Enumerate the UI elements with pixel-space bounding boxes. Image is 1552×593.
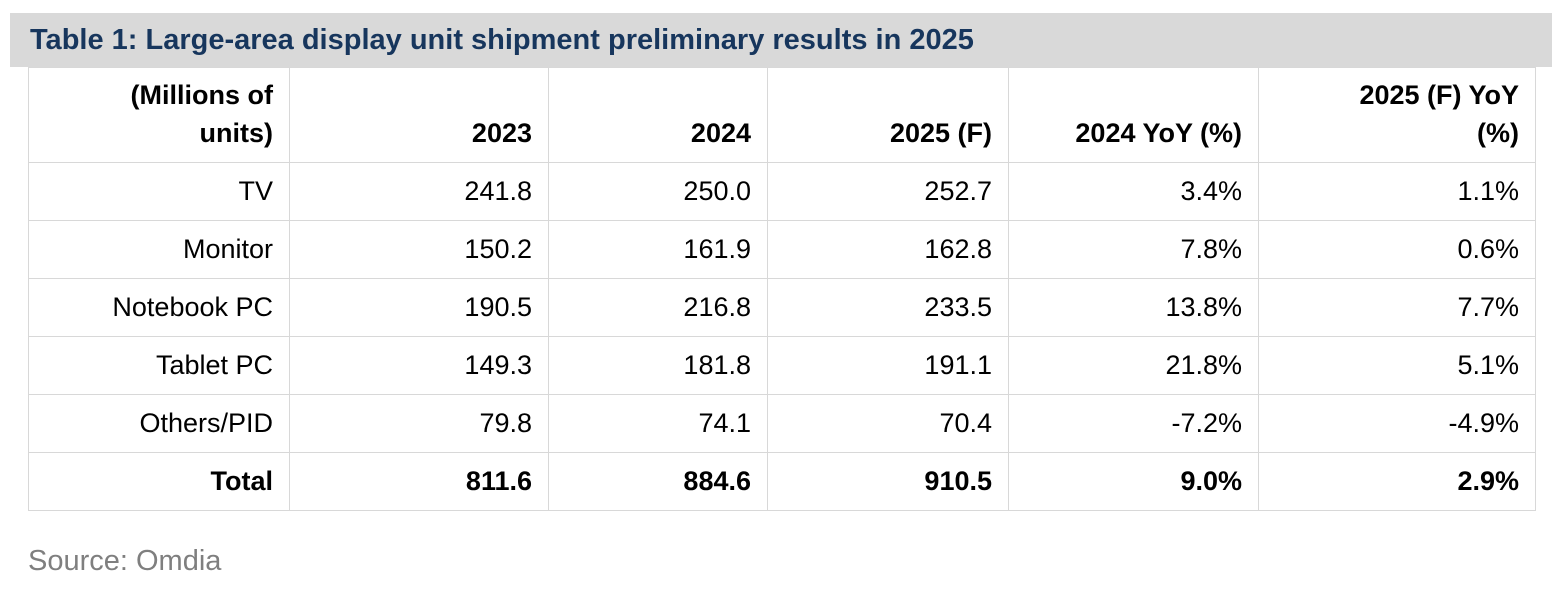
table-cell: 162.8 — [767, 220, 1009, 279]
table-cell: Total — [28, 452, 290, 511]
column-header-2025f-yoy: 2025 (F) YoY (%) — [1258, 67, 1536, 163]
table-cell: Notebook PC — [28, 278, 290, 337]
table-cell: 21.8% — [1008, 336, 1259, 395]
column-header-units: (Millions of units) — [28, 67, 290, 163]
column-header-2024: 2024 — [548, 67, 768, 163]
table-cell: 1.1% — [1258, 162, 1536, 221]
table-cell: 250.0 — [548, 162, 768, 221]
table-cell: 2.9% — [1258, 452, 1536, 511]
table-row-others-pid: Others/PID 79.8 74.1 70.4 -7.2% -4.9% — [28, 394, 1536, 453]
source-note: Source: Omdia — [28, 545, 222, 577]
table-cell: 5.1% — [1258, 336, 1536, 395]
shipment-table: (Millions of units) 2023 2024 2025 (F) 2… — [28, 67, 1536, 511]
column-header-2023: 2023 — [289, 67, 549, 163]
table-cell: 74.1 — [548, 394, 768, 453]
table-cell: 884.6 — [548, 452, 768, 511]
table-row-notebook-pc: Notebook PC 190.5 216.8 233.5 13.8% 7.7% — [28, 278, 1536, 337]
table-cell: 79.8 — [289, 394, 549, 453]
table-cell: 161.9 — [548, 220, 768, 279]
table-title: Table 1: Large-area display unit shipmen… — [30, 23, 974, 56]
table-cell: 191.1 — [767, 336, 1009, 395]
table-cell: 252.7 — [767, 162, 1009, 221]
table-cell: 9.0% — [1008, 452, 1259, 511]
table-cell: -4.9% — [1258, 394, 1536, 453]
header-row: (Millions of units) 2023 2024 2025 (F) 2… — [28, 67, 1536, 163]
table-cell: 150.2 — [289, 220, 549, 279]
column-header-2024-yoy: 2024 YoY (%) — [1008, 67, 1259, 163]
table-cell: 241.8 — [289, 162, 549, 221]
table-body: TV 241.8 250.0 252.7 3.4% 1.1% Monitor 1… — [28, 162, 1536, 511]
table-header: (Millions of units) 2023 2024 2025 (F) 2… — [28, 67, 1536, 163]
table-row-monitor: Monitor 150.2 161.9 162.8 7.8% 0.6% — [28, 220, 1536, 279]
table-cell: TV — [28, 162, 290, 221]
table-cell: Tablet PC — [28, 336, 290, 395]
table-row-tablet-pc: Tablet PC 149.3 181.8 191.1 21.8% 5.1% — [28, 336, 1536, 395]
table-row-tv: TV 241.8 250.0 252.7 3.4% 1.1% — [28, 162, 1536, 221]
column-header-2025f: 2025 (F) — [767, 67, 1009, 163]
table-cell: 181.8 — [548, 336, 768, 395]
table-cell: Monitor — [28, 220, 290, 279]
table-cell: 7.7% — [1258, 278, 1536, 337]
table-cell: 7.8% — [1008, 220, 1259, 279]
table-cell: 13.8% — [1008, 278, 1259, 337]
table-title-bar: Table 1: Large-area display unit shipmen… — [10, 13, 1552, 67]
table-cell: Others/PID — [28, 394, 290, 453]
table-cell: 149.3 — [289, 336, 549, 395]
table-cell: 233.5 — [767, 278, 1009, 337]
table-cell: 3.4% — [1008, 162, 1259, 221]
table-cell: 0.6% — [1258, 220, 1536, 279]
table-cell: 910.5 — [767, 452, 1009, 511]
table-row-total: Total 811.6 884.6 910.5 9.0% 2.9% — [28, 452, 1536, 511]
table-cell: 216.8 — [548, 278, 768, 337]
table-cell: -7.2% — [1008, 394, 1259, 453]
table-cell: 811.6 — [289, 452, 549, 511]
table-cell: 70.4 — [767, 394, 1009, 453]
table-cell: 190.5 — [289, 278, 549, 337]
